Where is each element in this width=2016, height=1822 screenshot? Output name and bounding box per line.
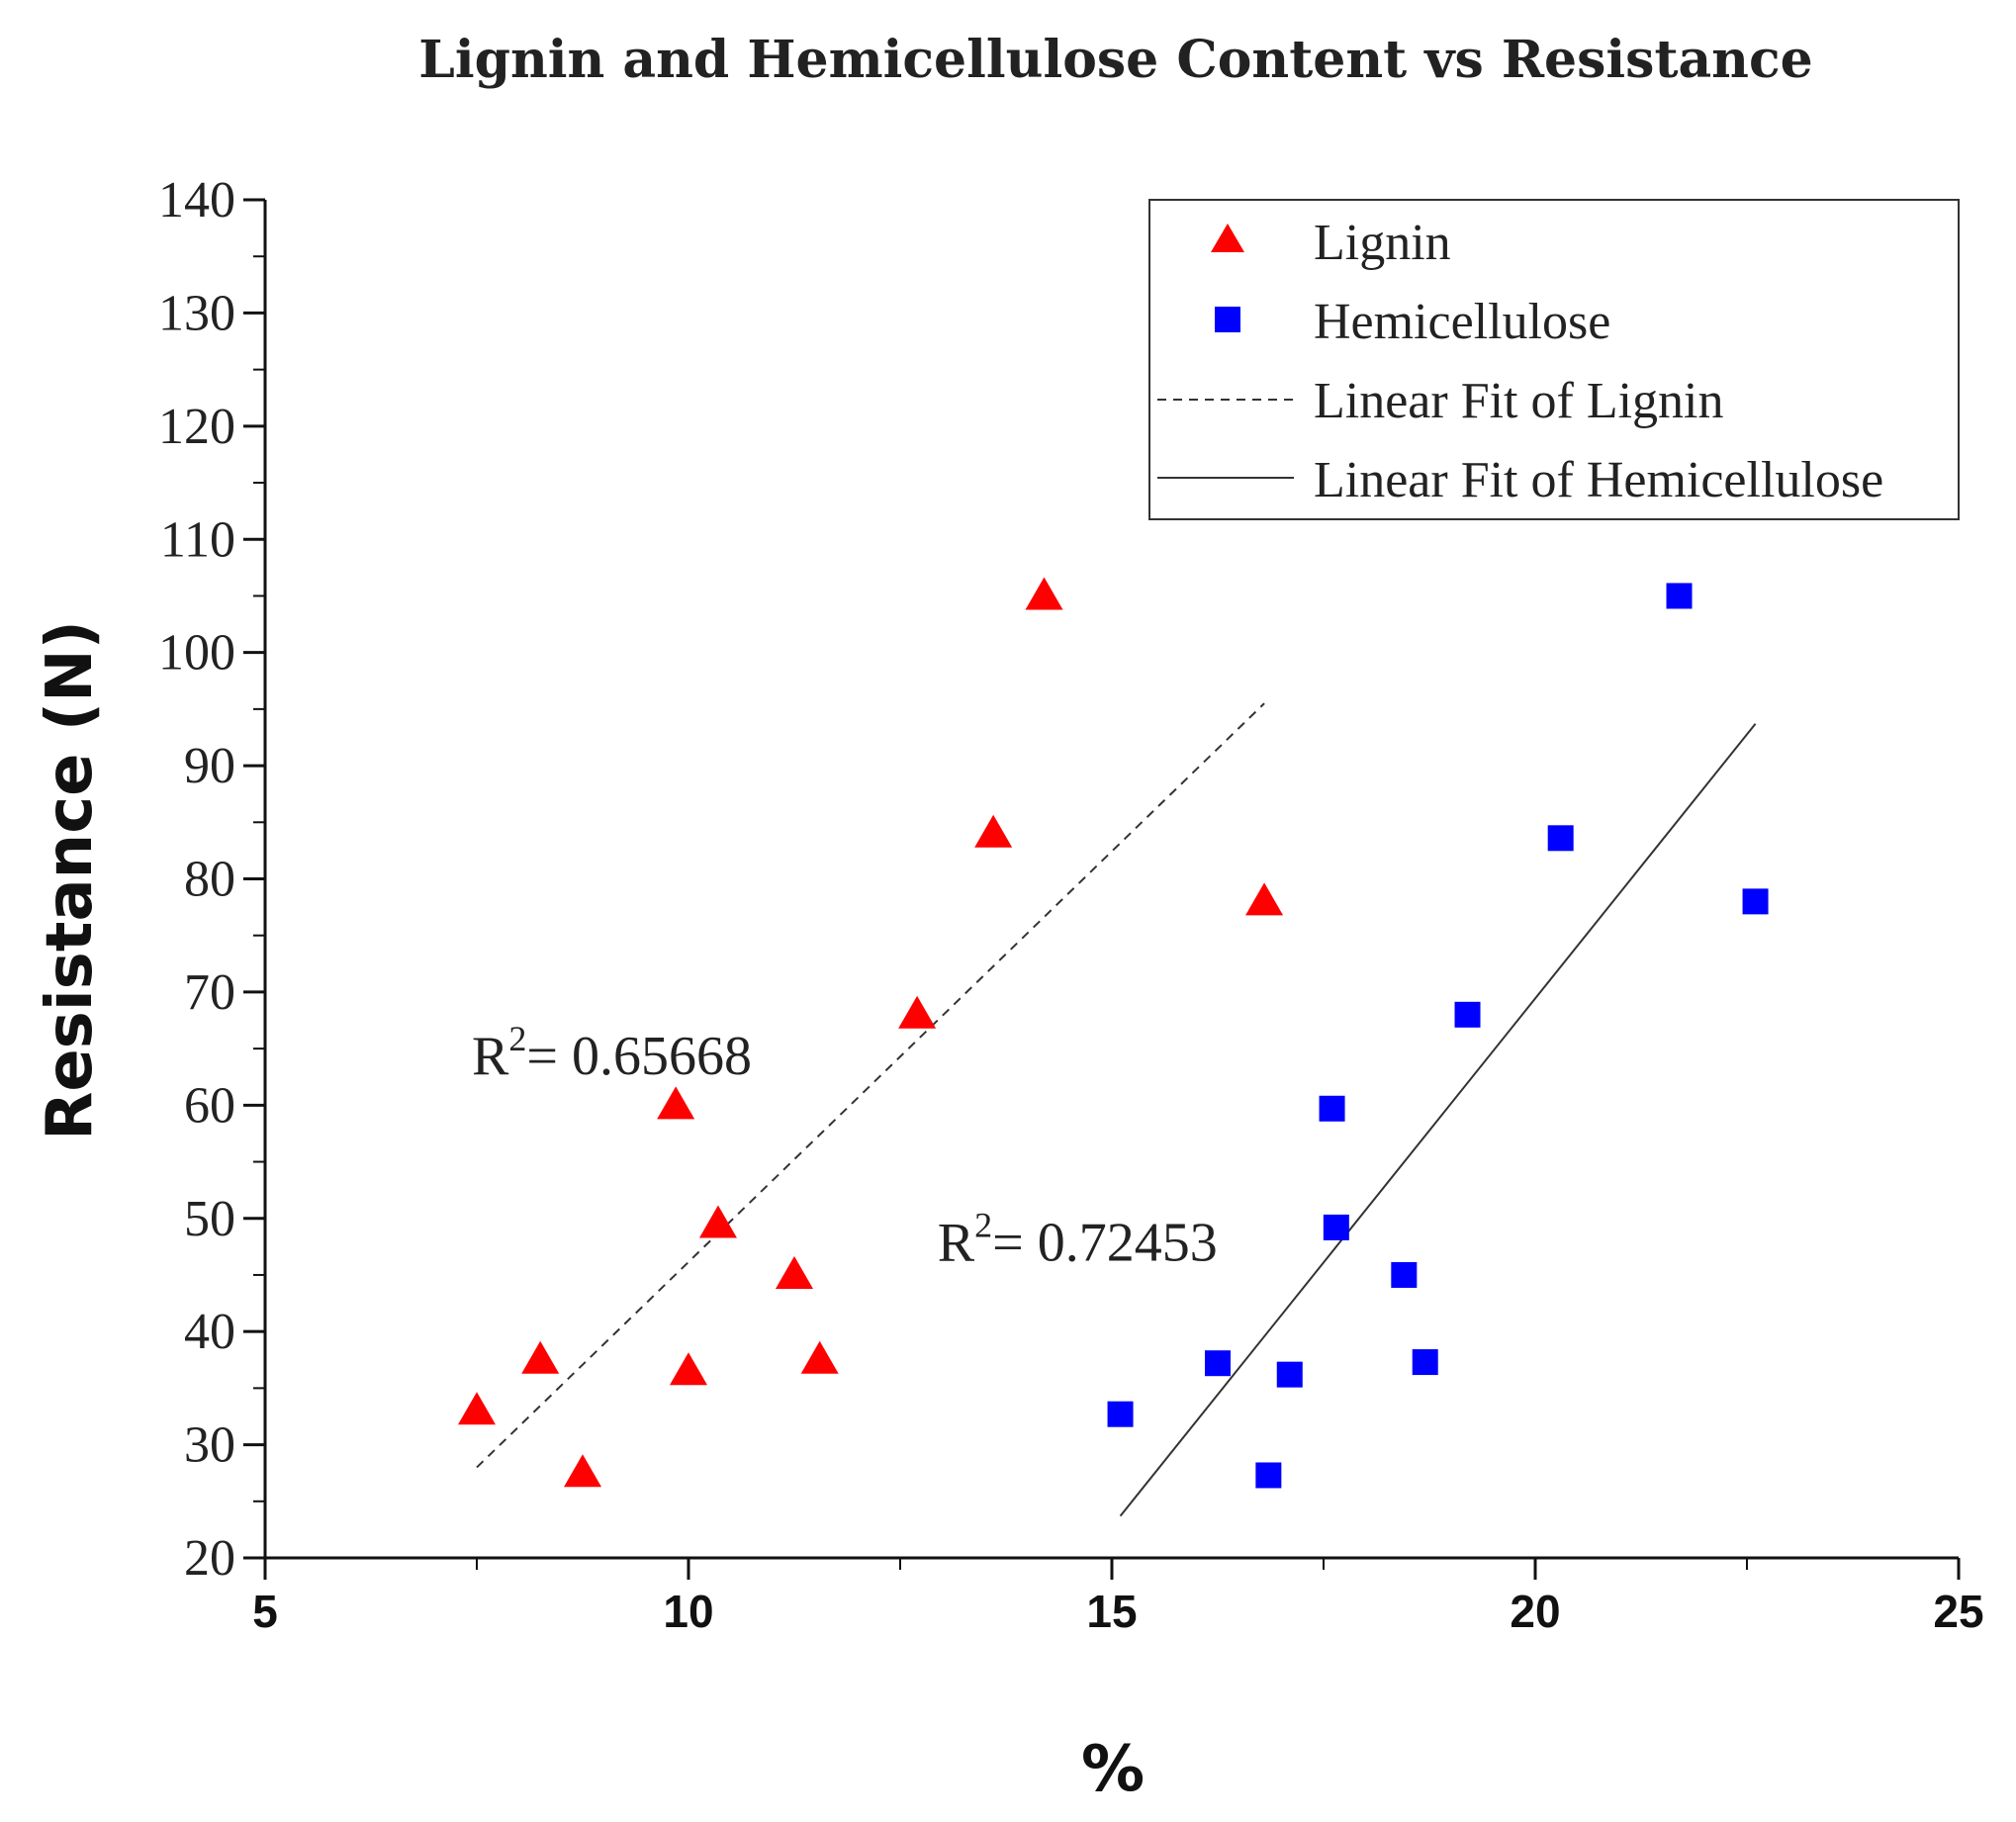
y-tick-label: 80: [184, 852, 235, 908]
fit-lines: [476, 702, 1757, 1517]
legend-box: [1148, 199, 1960, 520]
hemicellulose-point: [1276, 1361, 1303, 1388]
hemicellulose-point: [1255, 1462, 1282, 1489]
y-axis-title: Resistance (N): [34, 620, 107, 1140]
y-ticks: 20 30 40 50 60 70 80 90 100 110 120 130 140: [158, 172, 265, 1587]
lignin-point: [800, 1340, 839, 1374]
legend-label-fit-lignin: Linear Fit of Lignin: [1314, 373, 1723, 429]
y-tick-label: 20: [184, 1530, 235, 1587]
y-tick-label: 40: [184, 1304, 235, 1360]
x-tick-label: 5: [252, 1586, 278, 1637]
hemicellulose-point: [1391, 1261, 1418, 1288]
legend-label-fit-hemicellulose: Linear Fit of Hemicellulose: [1314, 452, 1883, 508]
y-tick-label: 70: [184, 964, 235, 1021]
y-tick-label: 130: [158, 285, 235, 341]
lignin-point: [521, 1340, 560, 1374]
x-axis-title: %: [1081, 1733, 1145, 1806]
legend-label-lignin: Lignin: [1314, 215, 1451, 271]
hemicellulose-point: [1205, 1350, 1231, 1377]
x-tick-label: 15: [1086, 1586, 1137, 1637]
lignin-point: [564, 1454, 601, 1488]
legend: Lignin Hemicellulose Linear Fit of Ligni…: [1148, 199, 1960, 520]
x-ticks: 5 10 15 20 25: [252, 1558, 1984, 1637]
r-squared-label: R2= 0.65668: [472, 1019, 752, 1087]
hemicellulose-point: [1107, 1401, 1134, 1427]
legend-square-icon: [1215, 307, 1240, 332]
y-tick-label: 60: [184, 1077, 235, 1134]
lignin-point: [898, 995, 937, 1029]
y-tick-label: 100: [158, 625, 235, 682]
y-tick-label: 120: [158, 399, 235, 455]
hemicellulose-point: [1547, 825, 1574, 852]
hemicellulose-point: [1454, 1001, 1481, 1028]
lignin-point: [1025, 577, 1063, 610]
r-squared-annotations: R2= 0.65668 R2= 0.72453: [472, 1019, 1218, 1274]
lignin-point: [698, 1205, 737, 1238]
lignin-point: [670, 1352, 707, 1386]
r-squared-label: R2= 0.72453: [938, 1206, 1218, 1274]
x-tick-label: 20: [1510, 1586, 1560, 1637]
y-tick-label: 140: [158, 172, 235, 228]
lignin-fit-line: [476, 702, 1265, 1469]
lignin-point: [657, 1086, 695, 1120]
lignin-point: [776, 1255, 813, 1289]
legend-label-hemicellulose: Hemicellulose: [1314, 294, 1610, 350]
lignin-point: [1245, 882, 1284, 916]
data-markers: [458, 577, 1769, 1489]
y-tick-label: 90: [184, 738, 235, 794]
chart-title: Lignin and Hemicellulose Content vs Resi…: [418, 30, 1812, 90]
lignin-point: [458, 1392, 496, 1425]
hemicellulose-point: [1319, 1095, 1345, 1122]
hemicellulose-point: [1666, 583, 1693, 609]
y-tick-label: 30: [184, 1417, 235, 1474]
legend-triangle-icon: [1211, 224, 1244, 252]
x-tick-label: 25: [1933, 1586, 1983, 1637]
hemicellulose-point: [1323, 1214, 1349, 1240]
hemicellulose-point: [1742, 888, 1769, 915]
y-tick-label: 50: [184, 1191, 235, 1247]
hemicellulose-fit-line: [1119, 723, 1757, 1517]
lignin-point: [974, 814, 1013, 848]
y-tick-label: 110: [160, 511, 235, 568]
hemicellulose-point: [1412, 1349, 1438, 1376]
x-tick-label: 10: [663, 1586, 713, 1637]
